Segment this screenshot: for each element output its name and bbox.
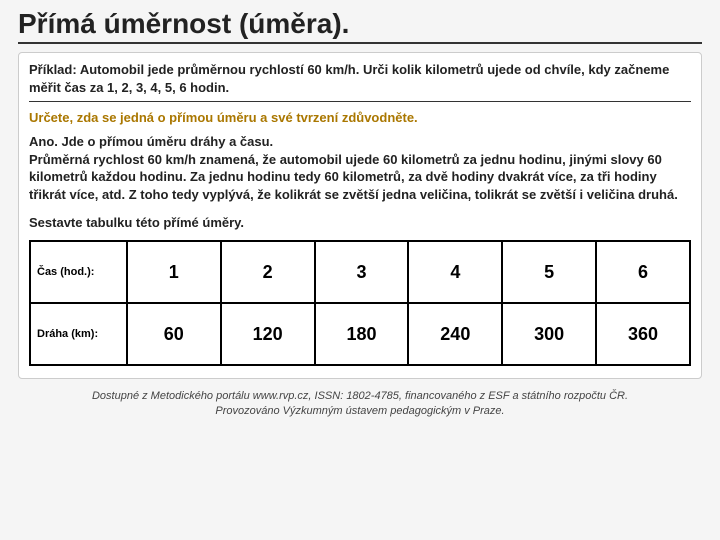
task-text: Sestavte tabulku této přímé úměry.: [29, 215, 691, 230]
table-cell: 6: [596, 241, 690, 303]
table-cell: 1: [127, 241, 221, 303]
footer-line1: Dostupné z Metodického portálu www.rvp.c…: [92, 390, 628, 402]
table-row: Čas (hod.): 1 2 3 4 5 6: [30, 241, 690, 303]
footer-line2: Provozováno Výzkumným ústavem pedagogick…: [215, 405, 504, 417]
explanation-line1: Ano. Jde o přímou úměru dráhy a času.: [29, 134, 273, 149]
row-label-time: Čas (hod.):: [30, 241, 127, 303]
table-cell: 5: [502, 241, 596, 303]
table-cell: 360: [596, 303, 690, 365]
table-row: Dráha (km): 60 120 180 240 300 360: [30, 303, 690, 365]
table-cell: 120: [221, 303, 315, 365]
page-title: Přímá úměrnost (úměra).: [18, 8, 702, 44]
footer-text: Dostupné z Metodického portálu www.rvp.c…: [18, 389, 702, 418]
table-cell: 60: [127, 303, 221, 365]
explanation-block: Ano. Jde o přímou úměru dráhy a času. Pr…: [29, 133, 691, 203]
table-cell: 180: [315, 303, 409, 365]
table-cell: 300: [502, 303, 596, 365]
table-cell: 3: [315, 241, 409, 303]
table-cell: 240: [408, 303, 502, 365]
problem-text: Příklad: Automobil jede průměrnou rychlo…: [29, 61, 691, 102]
data-table: Čas (hod.): 1 2 3 4 5 6 Dráha (km): 60 1…: [29, 240, 691, 366]
table-cell: 2: [221, 241, 315, 303]
instruction-text: Určete, zda se jedná o přímou úměru a sv…: [29, 110, 691, 125]
content-container: Příklad: Automobil jede průměrnou rychlo…: [18, 52, 702, 379]
explanation-line2: Průměrná rychlost 60 km/h znamená, že au…: [29, 152, 678, 202]
row-label-distance: Dráha (km):: [30, 303, 127, 365]
table-cell: 4: [408, 241, 502, 303]
